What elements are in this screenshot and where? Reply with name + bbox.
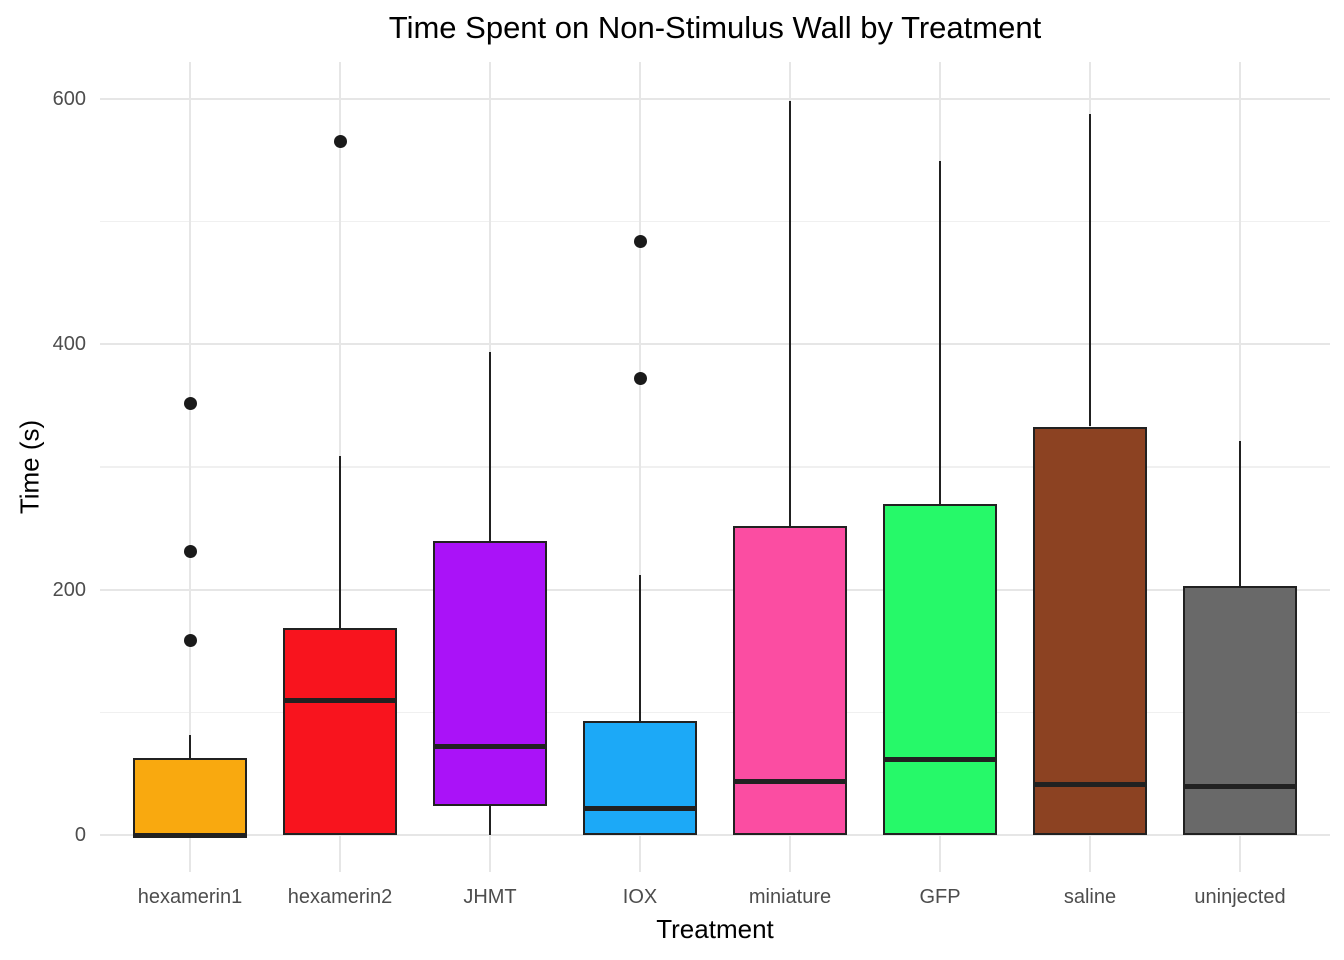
x-tick-label: hexamerin1 — [137, 886, 243, 908]
y-tick-label: 200 — [52, 578, 86, 601]
x-gridline — [189, 62, 191, 872]
x-tick-label: IOX — [622, 886, 658, 908]
upper-whisker-hexamerin1 — [188, 734, 192, 758]
y-major-gridline — [100, 97, 1330, 100]
box-uninjected — [1183, 586, 1297, 836]
box-JHMT — [433, 540, 547, 806]
outlier-point-IOX — [633, 234, 647, 248]
outlier-point-hexamerin2 — [333, 135, 347, 149]
outlier-point-hexamerin1 — [183, 633, 197, 647]
x-gridline — [639, 62, 641, 872]
y-tick-label: 0 — [74, 824, 86, 847]
box-miniature — [733, 525, 847, 836]
y-axis-title: Time (s) — [14, 419, 45, 515]
y-minor-gridline — [100, 466, 1330, 468]
outlier-point-hexamerin1 — [183, 396, 197, 410]
x-tick-label: JHMT — [463, 886, 517, 908]
chart-title: Time Spent on Non-Stimulus Wall by Treat… — [388, 10, 1042, 45]
y-major-gridline — [100, 343, 1330, 346]
box-hexamerin2 — [283, 627, 397, 836]
box-saline — [1033, 426, 1147, 836]
x-tick-label: saline — [1063, 886, 1117, 908]
median-line-uninjected — [1183, 783, 1297, 789]
median-line-GFP — [883, 756, 997, 762]
box-GFP — [883, 503, 997, 836]
x-tick-label: uninjected — [1194, 886, 1286, 908]
box-hexamerin1 — [133, 757, 247, 836]
median-line-saline — [1033, 782, 1147, 788]
lower-whisker-JHMT — [488, 805, 492, 836]
upper-whisker-uninjected — [1238, 441, 1242, 587]
median-line-miniature — [733, 778, 847, 784]
x-axis-title: Treatment — [656, 914, 774, 944]
y-major-gridline — [100, 588, 1330, 591]
x-tick-label: GFP — [919, 886, 961, 908]
outlier-point-hexamerin1 — [183, 545, 197, 559]
upper-whisker-hexamerin2 — [338, 455, 342, 628]
y-major-gridline — [100, 834, 1330, 837]
median-line-hexamerin2 — [283, 697, 397, 703]
upper-whisker-JHMT — [488, 351, 492, 541]
upper-whisker-saline — [1088, 113, 1092, 427]
y-tick-label: 400 — [52, 333, 86, 356]
x-tick-label: miniature — [748, 886, 832, 908]
median-line-hexamerin1 — [133, 832, 247, 838]
y-tick-label: 600 — [52, 87, 86, 110]
median-line-IOX — [583, 805, 697, 811]
x-tick-label: hexamerin2 — [287, 886, 393, 908]
median-line-JHMT — [433, 744, 547, 750]
y-minor-gridline — [100, 220, 1330, 223]
upper-whisker-IOX — [638, 575, 642, 722]
outlier-point-IOX — [633, 372, 647, 386]
y-minor-gridline — [100, 711, 1330, 714]
upper-whisker-GFP — [938, 161, 942, 504]
plot-panel — [100, 62, 1330, 872]
box-IOX — [583, 721, 697, 836]
upper-whisker-miniature — [788, 101, 792, 526]
